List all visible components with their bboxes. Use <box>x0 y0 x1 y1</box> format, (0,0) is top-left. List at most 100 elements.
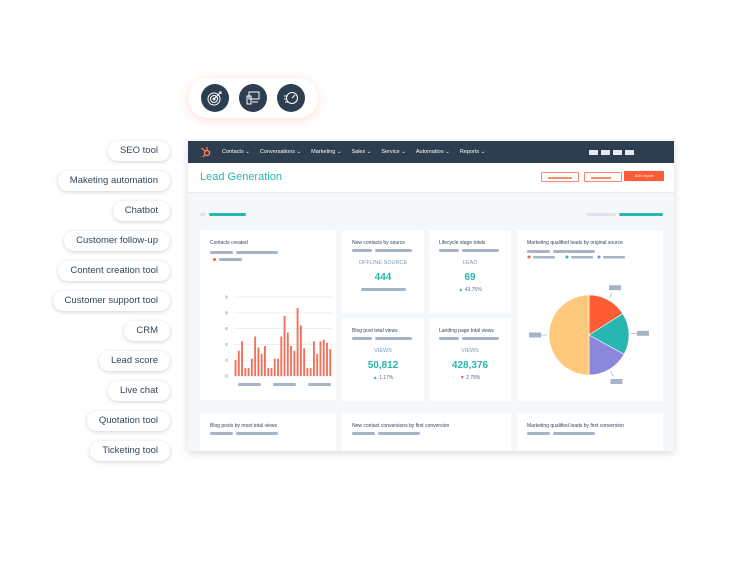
nav-item[interactable]: Reports ⌄ <box>459 149 486 155</box>
bar[interactable] <box>326 342 328 376</box>
bar[interactable] <box>303 348 306 376</box>
bar[interactable] <box>283 315 286 376</box>
feature-pill[interactable]: Ticketing tool <box>90 441 170 461</box>
add-report-button[interactable]: Add report <box>624 171 664 181</box>
bar[interactable] <box>270 368 273 376</box>
nav-item-label: Automation <box>415 149 444 155</box>
legend-label[interactable] <box>603 256 625 259</box>
nav-item[interactable]: Marketing ⌄ <box>311 149 342 155</box>
bar[interactable] <box>277 358 279 376</box>
nav-item[interactable]: Contacts ⌄ <box>222 149 250 155</box>
date-range-selector[interactable] <box>619 213 663 216</box>
feature-pill[interactable]: Customer support tool <box>52 291 170 311</box>
bar[interactable] <box>254 336 257 377</box>
feature-pill[interactable]: Lead score <box>98 351 170 371</box>
bar[interactable] <box>316 353 319 376</box>
nav-item-label: Sales <box>351 149 366 155</box>
metric-value: 428,376 <box>451 360 489 371</box>
feature-pill[interactable]: Maketing automation <box>57 171 170 191</box>
bar[interactable] <box>306 368 309 376</box>
hubspot-logo-icon[interactable] <box>200 146 212 158</box>
metric-value: 444 <box>374 272 392 283</box>
nav-item[interactable]: Conversations ⌄ <box>259 149 302 155</box>
bar[interactable] <box>299 325 302 376</box>
card-landing-views[interactable]: Landing page total views VIEWS 428,376 ▼… <box>429 318 511 401</box>
bar[interactable] <box>237 350 240 376</box>
card-title: Landing page total views <box>439 328 495 334</box>
bar[interactable] <box>313 341 315 376</box>
legend-label[interactable] <box>533 256 555 259</box>
card-mql-source[interactable]: Marketing qualified leads by original so… <box>517 230 663 401</box>
card-title: Marketing qualified leads by first conve… <box>527 423 624 429</box>
feature-pill[interactable]: Chatbot <box>112 201 170 221</box>
legend-swatch <box>597 255 601 259</box>
metric-label: LEAD <box>462 260 478 266</box>
bar[interactable] <box>241 341 243 376</box>
card-blog-most[interactable]: Blog posts by most total views <box>200 413 336 451</box>
bar[interactable] <box>309 368 312 376</box>
bar[interactable] <box>267 368 270 376</box>
card-title: New contact conversions by first convers… <box>352 423 450 429</box>
bar[interactable] <box>322 339 325 376</box>
pie-data-label <box>610 378 623 384</box>
nav-item[interactable]: Sales ⌄ <box>351 149 372 155</box>
card-new-contacts[interactable]: New contacts by source OFFLINE SOURCE 44… <box>342 230 424 313</box>
nav-utility-button[interactable] <box>613 149 622 155</box>
metric-change: 2.78% <box>466 375 481 381</box>
bar[interactable] <box>296 308 299 376</box>
bar[interactable] <box>329 349 332 376</box>
bar[interactable] <box>293 350 296 376</box>
feature-pill[interactable]: SEO tool <box>107 141 170 161</box>
card-blog-views[interactable]: Blog post total views VIEWS 50,812 ▲ 1.1… <box>342 318 424 401</box>
legend-label[interactable] <box>571 256 593 259</box>
bar[interactable] <box>290 345 292 376</box>
y-tick-label <box>225 358 228 362</box>
bar[interactable] <box>280 336 283 377</box>
devices-icon[interactable] <box>239 84 267 112</box>
pie-slice[interactable] <box>588 334 625 376</box>
speedometer-icon[interactable] <box>277 84 305 112</box>
x-tick-label <box>273 383 296 386</box>
bar[interactable] <box>319 341 322 376</box>
filter-button[interactable] <box>541 172 579 182</box>
target-icon[interactable] <box>201 84 229 112</box>
nav-utility-button[interactable] <box>601 149 610 155</box>
dashboard-selector[interactable] <box>209 213 246 216</box>
bar[interactable] <box>247 368 250 376</box>
bar[interactable] <box>260 353 263 376</box>
nav-utility-button[interactable] <box>625 149 634 155</box>
card-mql-first[interactable]: Marketing qualified leads by first conve… <box>517 413 663 451</box>
pie-label-leader <box>608 292 613 299</box>
nav-item[interactable]: Service ⌄ <box>381 149 406 155</box>
card-contacts-created[interactable]: Contacts created <box>200 230 336 400</box>
nav-utility-button[interactable] <box>589 149 598 155</box>
card-title: Contacts created <box>210 240 248 246</box>
nav-item[interactable]: Automation ⌄ <box>415 149 450 155</box>
mql-pie-chart <box>527 255 649 384</box>
x-tick-label <box>308 383 331 386</box>
card-title: Lifecycle stage totals <box>439 240 486 246</box>
feature-pill[interactable]: Live chat <box>107 381 170 401</box>
bar[interactable] <box>244 368 247 376</box>
dashboard-window: Contacts ⌄ Conversations ⌄ Marketing ⌄ Sale… <box>188 141 674 451</box>
feature-pill[interactable]: Quotation tool <box>86 411 170 431</box>
pie-slice[interactable] <box>588 313 630 355</box>
legend-swatch <box>527 255 531 259</box>
bar[interactable] <box>234 360 237 376</box>
feature-pill[interactable]: Content creation tool <box>58 261 170 281</box>
feature-pill[interactable]: CRM <box>124 321 170 341</box>
bar[interactable] <box>286 332 289 376</box>
bar[interactable] <box>257 347 260 376</box>
card-lifecycle[interactable]: Lifecycle stage totals LEAD 69 ▲ 43.75% <box>429 230 511 313</box>
bar[interactable] <box>273 358 276 376</box>
nav-item-label: Conversations <box>259 149 296 155</box>
card-new-conversions[interactable]: New contact conversions by first convers… <box>342 413 511 451</box>
pie-slice[interactable] <box>548 294 590 376</box>
bar[interactable] <box>250 358 253 376</box>
metric-value: 50,812 <box>367 360 399 371</box>
bar[interactable] <box>264 345 266 376</box>
feature-pill[interactable]: Customer follow-up <box>64 231 170 251</box>
nav-item-label: Marketing <box>311 149 336 155</box>
dropdown-button[interactable] <box>584 172 622 182</box>
nav-item-label: Contacts <box>222 149 244 155</box>
